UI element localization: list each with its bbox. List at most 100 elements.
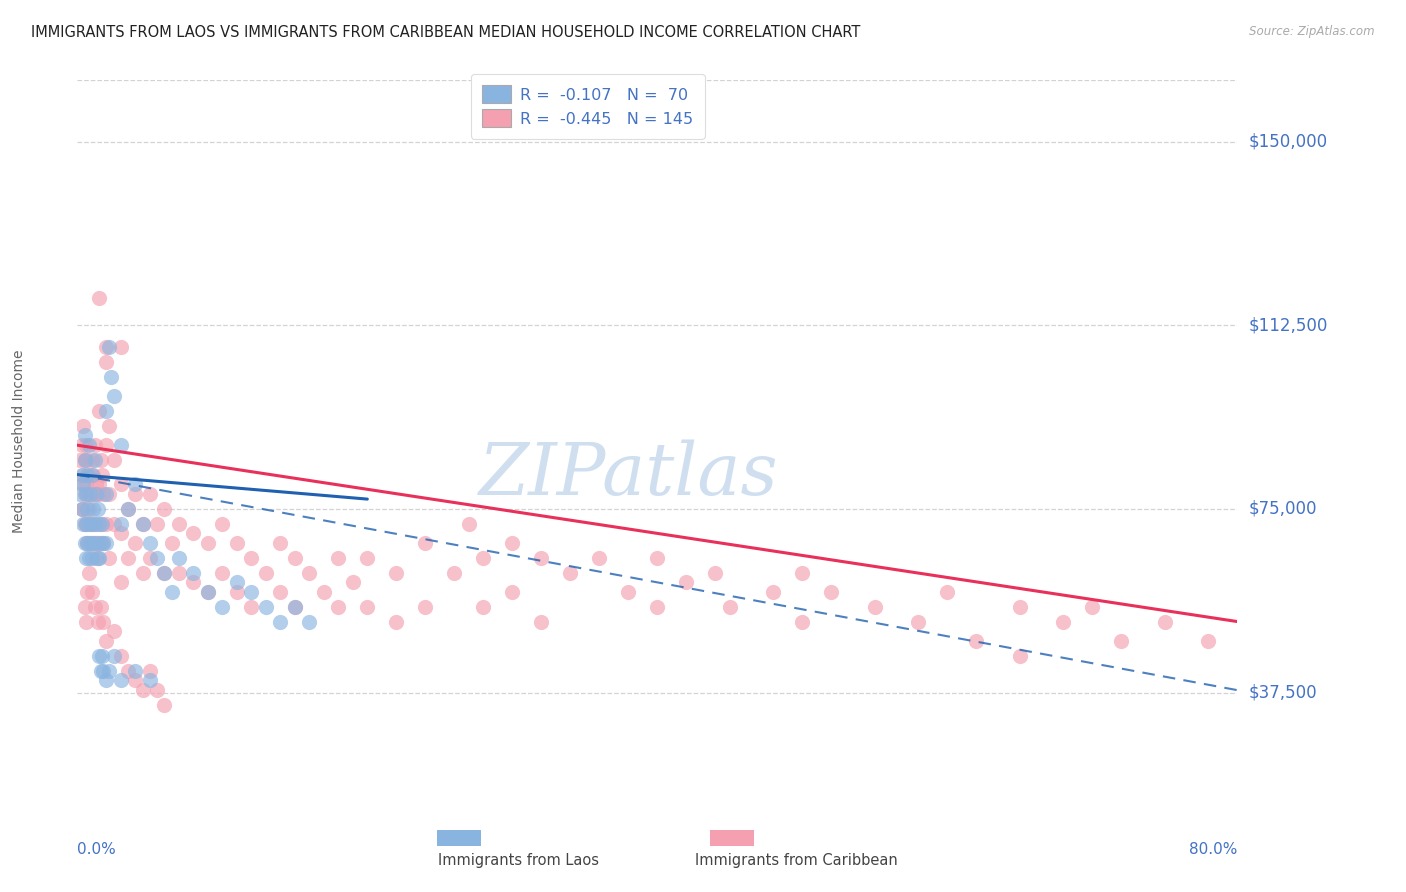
Point xyxy=(443,566,465,580)
Point xyxy=(284,550,307,565)
Point xyxy=(183,575,205,590)
Point xyxy=(139,536,162,550)
Point xyxy=(269,536,291,550)
Point xyxy=(1153,615,1175,629)
Text: $37,500: $37,500 xyxy=(1249,683,1317,702)
Point xyxy=(560,566,582,580)
Point xyxy=(86,550,108,565)
Point xyxy=(96,634,118,648)
Point xyxy=(146,683,169,698)
Point xyxy=(76,453,98,467)
Point xyxy=(96,340,118,354)
Point xyxy=(77,536,100,550)
Point xyxy=(124,664,146,678)
Point xyxy=(240,585,263,599)
Point xyxy=(76,467,98,482)
Point xyxy=(91,467,114,482)
Point xyxy=(820,585,842,599)
Text: $112,500: $112,500 xyxy=(1249,316,1329,334)
Point xyxy=(77,516,100,531)
Point xyxy=(72,477,94,491)
Point xyxy=(79,487,101,501)
Point xyxy=(103,624,125,639)
Point xyxy=(211,599,233,614)
Point xyxy=(83,487,105,501)
Point xyxy=(312,585,335,599)
Point xyxy=(73,453,96,467)
Point xyxy=(792,615,814,629)
Point xyxy=(75,438,97,452)
Point xyxy=(72,502,94,516)
Point xyxy=(83,453,105,467)
Point xyxy=(96,404,118,418)
Point xyxy=(356,550,378,565)
Point xyxy=(160,585,183,599)
Point xyxy=(72,418,94,433)
Point xyxy=(80,453,103,467)
Point xyxy=(96,516,118,531)
Point xyxy=(139,550,162,565)
Point xyxy=(100,369,122,384)
Point xyxy=(83,438,105,452)
Text: Immigrants from Laos: Immigrants from Laos xyxy=(437,854,599,869)
Point xyxy=(385,615,408,629)
Point xyxy=(936,585,959,599)
Point xyxy=(96,355,118,369)
Text: Immigrants from Caribbean: Immigrants from Caribbean xyxy=(695,854,898,869)
Point xyxy=(413,599,436,614)
Point xyxy=(718,599,741,614)
Point xyxy=(1111,634,1133,648)
Point xyxy=(1008,599,1031,614)
Point xyxy=(69,453,91,467)
Point xyxy=(167,566,190,580)
Point xyxy=(792,566,814,580)
Point xyxy=(75,550,97,565)
Text: $150,000: $150,000 xyxy=(1249,133,1329,151)
Point xyxy=(342,575,364,590)
Text: Source: ZipAtlas.com: Source: ZipAtlas.com xyxy=(1250,25,1375,38)
Point xyxy=(82,516,104,531)
Text: 80.0%: 80.0% xyxy=(1189,842,1237,857)
Point xyxy=(77,550,100,565)
Point xyxy=(1081,599,1104,614)
Point xyxy=(72,467,94,482)
Point xyxy=(80,550,103,565)
Point xyxy=(328,599,350,614)
Point xyxy=(93,536,115,550)
Point xyxy=(457,516,479,531)
Point xyxy=(131,516,153,531)
Point xyxy=(73,599,96,614)
Point xyxy=(284,599,307,614)
Point xyxy=(76,585,98,599)
Point xyxy=(530,550,553,565)
Point xyxy=(110,516,132,531)
Point xyxy=(87,404,110,418)
Point xyxy=(90,664,111,678)
Point xyxy=(225,585,247,599)
Point xyxy=(69,487,91,501)
Point xyxy=(93,615,115,629)
Point xyxy=(80,467,103,482)
Point xyxy=(530,615,553,629)
Point xyxy=(80,487,103,501)
Point xyxy=(131,683,153,698)
Point xyxy=(84,487,107,501)
Point xyxy=(762,585,785,599)
Bar xyxy=(710,830,754,847)
Point xyxy=(70,502,93,516)
Point xyxy=(183,526,205,541)
Point xyxy=(87,550,110,565)
Point xyxy=(70,438,93,452)
Point xyxy=(139,673,162,688)
Point xyxy=(70,467,93,482)
Point xyxy=(254,599,277,614)
Point xyxy=(98,550,121,565)
Point xyxy=(83,536,105,550)
Point xyxy=(225,575,247,590)
Point xyxy=(153,502,176,516)
Point xyxy=(617,585,640,599)
Point xyxy=(211,516,233,531)
Point xyxy=(385,566,408,580)
Point xyxy=(70,502,93,516)
Point xyxy=(269,615,291,629)
